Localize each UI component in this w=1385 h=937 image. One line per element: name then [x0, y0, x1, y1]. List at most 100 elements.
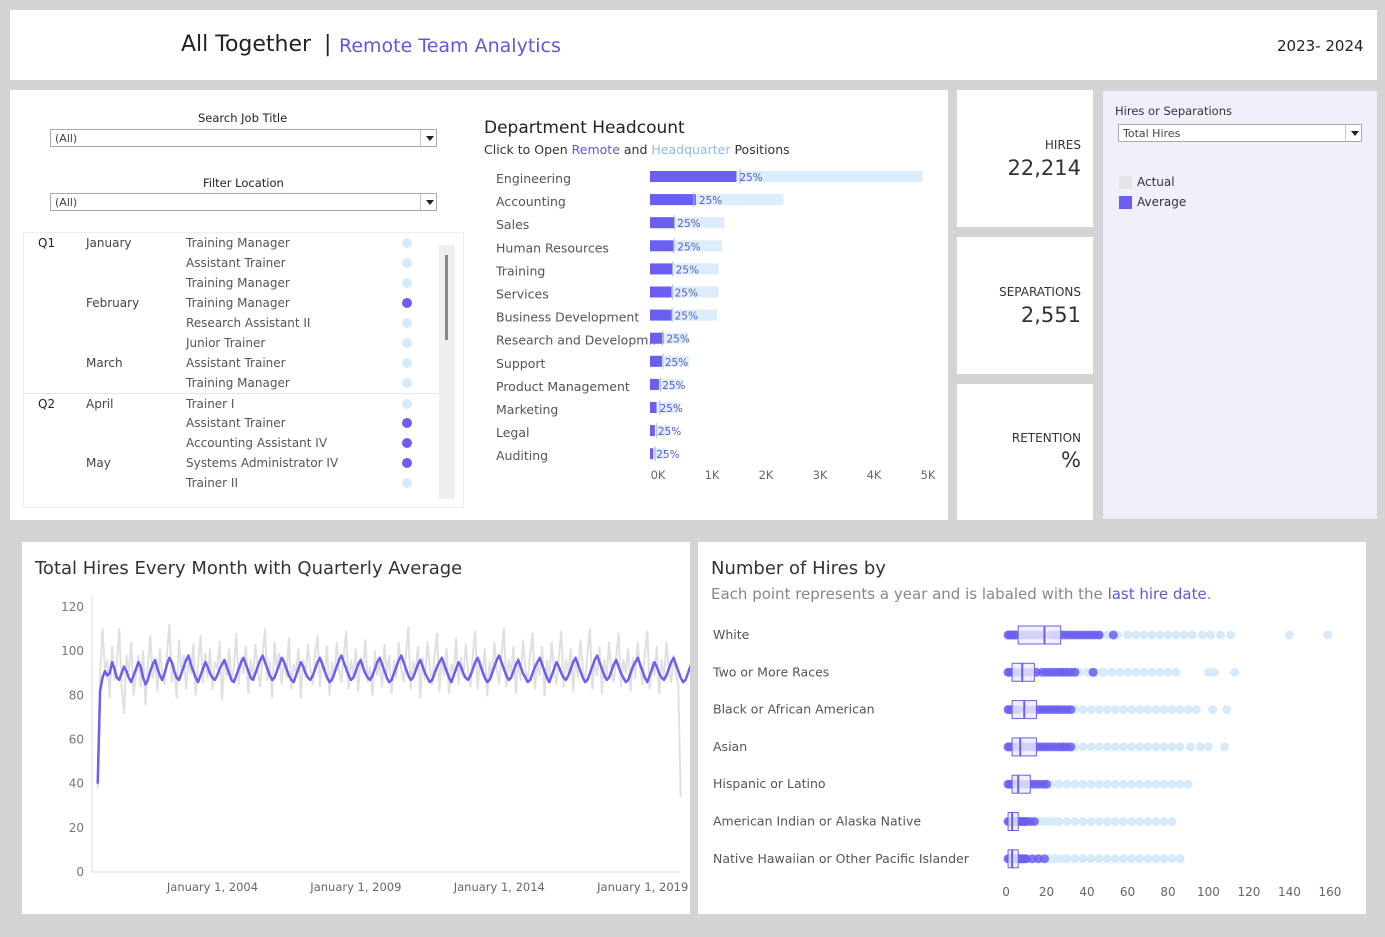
year-dot[interactable]	[1139, 630, 1149, 640]
job-list-row[interactable]: May Systems Administrator IV	[24, 453, 444, 473]
year-dot[interactable]	[1131, 667, 1141, 677]
year-dot[interactable]	[1179, 630, 1189, 640]
headquarter-bar[interactable]	[650, 263, 719, 275]
year-dot[interactable]	[1062, 817, 1072, 826]
year-dot[interactable]	[1183, 779, 1193, 789]
hire-marker-dot[interactable]	[402, 238, 412, 248]
year-dot[interactable]	[1226, 630, 1236, 640]
remote-bar[interactable]	[650, 309, 672, 321]
year-dot[interactable]	[1155, 667, 1165, 677]
hire-marker-dot[interactable]	[402, 399, 412, 409]
year-dot[interactable]	[1118, 705, 1128, 715]
box-iqr[interactable]	[1011, 662, 1035, 682]
remote-bar[interactable]	[650, 194, 696, 206]
year-dot[interactable]	[1210, 667, 1220, 677]
scrollbar-thumb[interactable]	[445, 255, 448, 340]
year-dot[interactable]	[1110, 854, 1120, 864]
box-iqr[interactable]	[1017, 625, 1062, 645]
hires-separations-dropdown[interactable]: Total Hires	[1118, 124, 1362, 142]
year-dot[interactable]	[1135, 817, 1145, 826]
year-dot[interactable]	[1066, 705, 1076, 715]
year-dot[interactable]	[1088, 667, 1098, 677]
year-dot[interactable]	[1159, 817, 1169, 826]
year-dot[interactable]	[1197, 630, 1207, 640]
year-dot[interactable]	[1078, 779, 1088, 789]
location-dropdown[interactable]: (All)	[50, 193, 437, 211]
year-dot[interactable]	[1062, 854, 1072, 864]
year-dot[interactable]	[1108, 630, 1118, 640]
chevron-down-icon[interactable]	[1345, 125, 1361, 141]
year-dot[interactable]	[1086, 742, 1096, 752]
year-dot[interactable]	[1062, 779, 1072, 789]
job-list-row[interactable]: Research Assistant II	[24, 313, 444, 333]
headquarter-bar[interactable]	[650, 402, 680, 413]
year-dot[interactable]	[1118, 779, 1128, 789]
remote-bar[interactable]	[650, 355, 662, 367]
year-dot[interactable]	[1102, 817, 1112, 826]
box-iqr[interactable]	[1011, 774, 1031, 794]
year-dot[interactable]	[1123, 667, 1133, 677]
hire-marker-dot[interactable]	[402, 318, 412, 328]
year-dot[interactable]	[1054, 779, 1064, 789]
year-dot[interactable]	[1029, 817, 1039, 826]
year-dot[interactable]	[1183, 705, 1193, 715]
job-list-row[interactable]: Training Manager	[24, 373, 444, 393]
dept-label[interactable]: Accounting	[496, 194, 566, 209]
dept-label[interactable]: Services	[496, 287, 549, 302]
average-hires-line[interactable]	[96, 654, 690, 784]
year-dot[interactable]	[1175, 854, 1185, 864]
year-dot[interactable]	[1086, 779, 1096, 789]
year-dot[interactable]	[1123, 630, 1133, 640]
last-hire-date-link[interactable]: last hire date	[1107, 585, 1207, 603]
year-dot[interactable]	[1323, 630, 1333, 640]
dept-label[interactable]: Human Resources	[496, 240, 609, 255]
job-list-row[interactable]: Accounting Assistant IV	[24, 433, 444, 453]
headquarter-bar[interactable]	[650, 286, 719, 298]
year-dot[interactable]	[1151, 742, 1161, 752]
box-iqr[interactable]	[1007, 812, 1019, 831]
job-list-row[interactable]: Q2 April Trainer I	[24, 393, 444, 413]
year-dot[interactable]	[1167, 854, 1177, 864]
year-dot[interactable]	[1040, 854, 1050, 864]
year-dot[interactable]	[1143, 854, 1153, 864]
hire-marker-dot[interactable]	[402, 478, 412, 488]
year-dot[interactable]	[1102, 705, 1112, 715]
year-dot[interactable]	[1167, 705, 1177, 715]
hire-marker-dot[interactable]	[402, 438, 412, 448]
year-dot[interactable]	[1151, 779, 1161, 789]
year-dot[interactable]	[1127, 705, 1137, 715]
year-dot[interactable]	[1220, 742, 1230, 752]
year-dot[interactable]	[1086, 854, 1096, 864]
remote-bar[interactable]	[650, 263, 673, 275]
year-dot[interactable]	[1216, 630, 1226, 640]
year-dot[interactable]	[1131, 630, 1141, 640]
year-dot[interactable]	[1175, 779, 1185, 789]
dept-label[interactable]: Legal	[496, 425, 530, 440]
year-dot[interactable]	[1175, 705, 1185, 715]
year-dot[interactable]	[1151, 854, 1161, 864]
year-dot[interactable]	[1139, 667, 1149, 677]
year-dot[interactable]	[1066, 742, 1076, 752]
year-dot[interactable]	[1284, 630, 1294, 640]
job-list-scrollbar[interactable]	[439, 245, 455, 499]
hire-marker-dot[interactable]	[402, 258, 412, 268]
headquarter-bar[interactable]	[650, 355, 689, 367]
chevron-down-icon[interactable]	[420, 194, 436, 210]
year-dot[interactable]	[1110, 779, 1120, 789]
year-dot[interactable]	[1094, 742, 1104, 752]
job-list-row[interactable]: March Assistant Trainer	[24, 353, 444, 373]
year-dot[interactable]	[1098, 667, 1108, 677]
year-dot[interactable]	[1135, 705, 1145, 715]
hire-marker-dot[interactable]	[402, 378, 412, 388]
job-list-row[interactable]: February Training Manager	[24, 293, 444, 313]
year-dot[interactable]	[1195, 742, 1205, 752]
year-dot[interactable]	[1151, 817, 1161, 826]
year-dot[interactable]	[1086, 817, 1096, 826]
headquarter-bar[interactable]	[650, 217, 725, 229]
remote-bar[interactable]	[650, 332, 664, 344]
job-list-row[interactable]: Q1 January Training Manager	[24, 233, 444, 253]
year-dot[interactable]	[1135, 779, 1145, 789]
headquarter-bar[interactable]	[650, 448, 666, 460]
year-dot[interactable]	[1143, 817, 1153, 826]
dept-label[interactable]: Research and Developm..	[496, 333, 656, 348]
